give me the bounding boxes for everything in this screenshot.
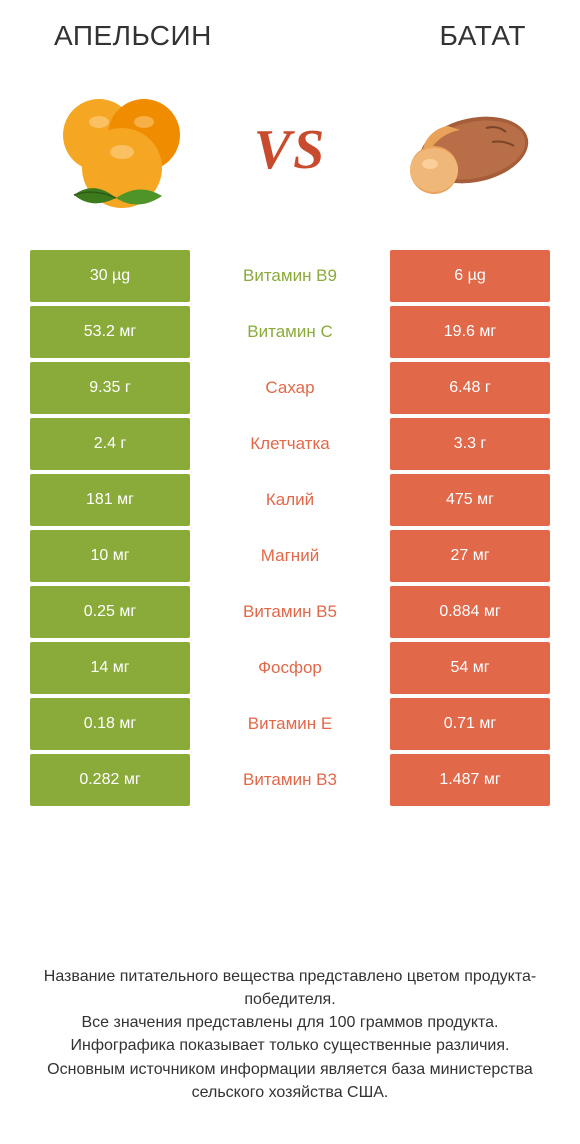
table-row: 0.25 мгВитамин B50.884 мг: [30, 586, 550, 638]
nutrient-label: Витамин B3: [190, 754, 390, 806]
vs-row: VS: [24, 70, 556, 250]
nutrient-label: Фосфор: [190, 642, 390, 694]
vs-label: VS: [254, 118, 327, 182]
footer-line: Название питательного вещества представл…: [40, 965, 540, 1011]
left-value-cell: 10 мг: [30, 530, 190, 582]
nutrient-label: Витамин E: [190, 698, 390, 750]
footer-notes: Название питательного вещества представл…: [24, 965, 556, 1124]
table-row: 53.2 мгВитамин C19.6 мг: [30, 306, 550, 358]
table-row: 14 мгФосфор54 мг: [30, 642, 550, 694]
right-value-cell: 0.884 мг: [390, 586, 550, 638]
right-value-cell: 6.48 г: [390, 362, 550, 414]
table-row: 2.4 гКлетчатка3.3 г: [30, 418, 550, 470]
right-value-cell: 0.71 мг: [390, 698, 550, 750]
left-value-cell: 2.4 г: [30, 418, 190, 470]
right-value-cell: 475 мг: [390, 474, 550, 526]
left-value-cell: 53.2 мг: [30, 306, 190, 358]
right-value-cell: 3.3 г: [390, 418, 550, 470]
sweet-potato-image: [376, 80, 536, 220]
table-row: 0.18 мгВитамин E0.71 мг: [30, 698, 550, 750]
left-value-cell: 0.18 мг: [30, 698, 190, 750]
right-value-cell: 19.6 мг: [390, 306, 550, 358]
nutrient-label: Сахар: [190, 362, 390, 414]
right-value-cell: 54 мг: [390, 642, 550, 694]
table-row: 10 мгМагний27 мг: [30, 530, 550, 582]
left-food-title: АПЕЛЬСИН: [54, 20, 212, 52]
left-value-cell: 181 мг: [30, 474, 190, 526]
right-value-cell: 27 мг: [390, 530, 550, 582]
table-row: 0.282 мгВитамин B31.487 мг: [30, 754, 550, 806]
table-row: 30 µgВитамин B96 µg: [30, 250, 550, 302]
right-value-cell: 6 µg: [390, 250, 550, 302]
nutrient-label: Витамин B5: [190, 586, 390, 638]
left-value-cell: 0.282 мг: [30, 754, 190, 806]
left-value-cell: 0.25 мг: [30, 586, 190, 638]
left-value-cell: 9.35 г: [30, 362, 190, 414]
table-row: 181 мгКалий475 мг: [30, 474, 550, 526]
nutrient-label: Клетчатка: [190, 418, 390, 470]
right-food-title: БАТАТ: [439, 20, 526, 52]
table-row: 9.35 гСахар6.48 г: [30, 362, 550, 414]
left-value-cell: 30 µg: [30, 250, 190, 302]
orange-image: [44, 80, 204, 220]
footer-line: Инфографика показывает только существенн…: [40, 1034, 540, 1057]
footer-line: Основным источником информации является …: [40, 1058, 540, 1104]
nutrient-label: Калий: [190, 474, 390, 526]
nutrient-label: Магний: [190, 530, 390, 582]
header: АПЕЛЬСИН БАТАТ: [24, 20, 556, 70]
footer-line: Все значения представлены для 100 граммо…: [40, 1011, 540, 1034]
nutrient-label: Витамин C: [190, 306, 390, 358]
comparison-table: 30 µgВитамин B96 µg53.2 мгВитамин C19.6 …: [24, 250, 556, 810]
right-value-cell: 1.487 мг: [390, 754, 550, 806]
left-value-cell: 14 мг: [30, 642, 190, 694]
nutrient-label: Витамин B9: [190, 250, 390, 302]
